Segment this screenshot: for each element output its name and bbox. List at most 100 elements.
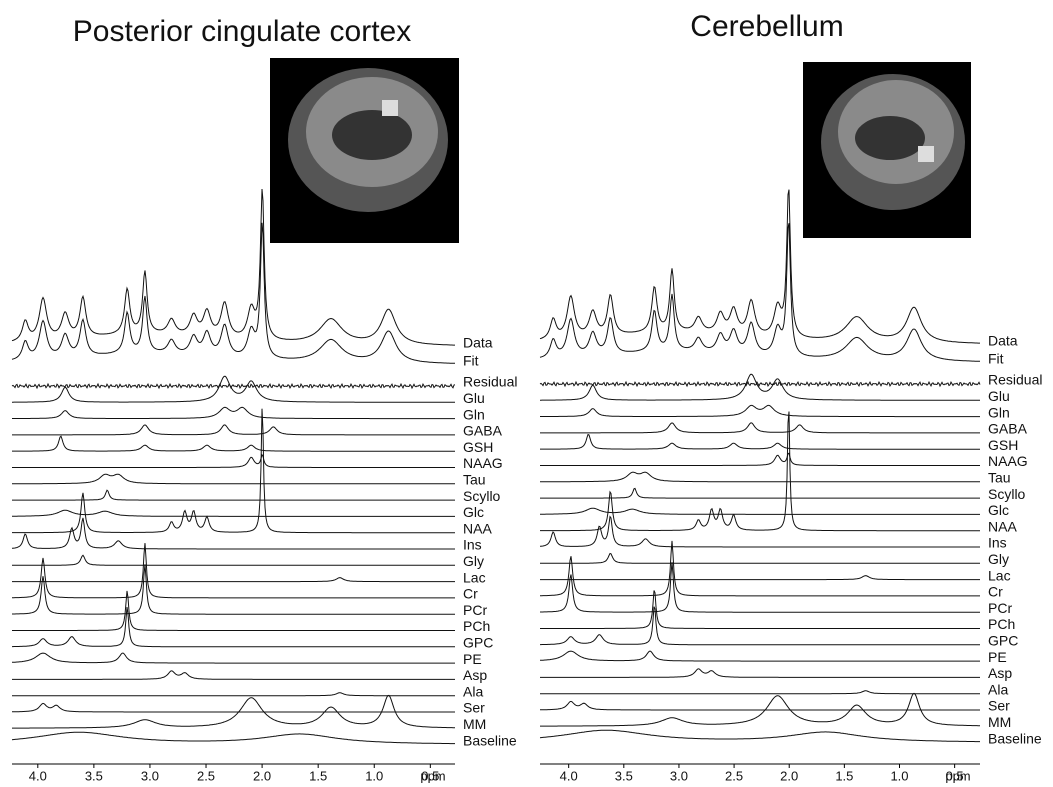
trace-label: Ser [988,698,1010,714]
trace-label: Data [463,335,493,351]
trace-label: PCh [988,616,1015,632]
spectrum-trace [540,452,980,466]
spectrum-trace [540,471,980,483]
trace-label: NAA [463,520,492,536]
spectrum-trace [540,606,980,646]
spectrum-trace [540,433,980,450]
spectrum-trace [12,694,455,729]
x-tick-label: 2.0 [780,768,798,783]
spectrum-trace [540,562,980,613]
spectrum-trace [12,590,455,631]
trace-label: GPC [463,635,493,651]
trace-label: GSH [988,437,1018,453]
trace-label: Scyllo [988,486,1026,502]
trace-label: PE [988,649,1007,665]
trace-label: GABA [463,423,503,439]
trace-label: Lac [463,569,486,585]
spectrum-trace [540,422,980,434]
spectrum-trace [540,650,980,662]
chart-title: Cerebellum [690,10,843,43]
trace-label: Tau [463,472,486,488]
spectrum-trace [540,692,980,727]
spectrum-trace [11,731,455,745]
trace-label: MM [988,714,1011,730]
spectrum-trace [540,411,980,532]
spectrum-trace [540,575,980,581]
x-tick-label: 2.5 [197,768,215,783]
trace-label: Gln [988,404,1010,420]
spectrum-trace [12,509,455,517]
spectrum-trace [539,380,981,388]
spectrum-trace [12,692,455,697]
trace-label: Ser [463,700,485,716]
trace-label: MM [463,716,486,732]
trace-label: Ala [463,683,483,699]
x-tick-label: 0.5 [421,768,439,783]
trace-label: Asp [988,665,1012,681]
x-tick-label: 0.5 [946,768,964,783]
trace-label: Glu [463,390,485,406]
spectrum-trace [11,517,455,550]
x-tick-label: 1.0 [890,768,908,783]
x-tick-label: 3.5 [85,768,103,783]
x-tick-label: 3.0 [141,768,159,783]
trace-label: NAA [988,518,1017,534]
spectrum-trace [540,690,980,695]
trace-label: GSH [463,439,493,455]
mri-image [270,58,459,243]
trace-label: Cr [463,586,478,602]
trace-label: Residual [463,374,517,390]
trace-label: Gln [463,406,485,422]
spectrum-trace [12,453,455,468]
spectrum-trace [540,540,980,597]
trace-label: PCh [463,618,490,634]
trace-label: Ins [988,535,1007,551]
spectrum-trace [12,424,455,436]
trace-label: PE [463,651,482,667]
spectrum-trace [12,473,455,485]
spectrum-trace [540,404,980,418]
spectrum-trace [12,554,455,566]
chart-title: Posterior cingulate cortex [73,15,412,48]
spectrum-trace [11,188,455,346]
trace-label: NAAG [463,455,503,471]
trace-label: Gly [463,553,484,569]
spectrum-trace [12,564,455,615]
trace-label: Data [988,333,1018,349]
spectrum-trace [540,552,980,564]
trace-label: Glc [463,504,484,520]
trace-label: Cr [988,584,1003,600]
spectrum-trace [12,702,455,713]
trace-label: Fit [463,353,479,369]
trace-label: Fit [988,351,1004,367]
trace-label: Glu [988,388,1010,404]
trace-label: PCr [463,602,487,618]
trace-label: Gly [988,551,1009,567]
spectrum-trace [539,729,980,743]
trace-label: Baseline [988,730,1042,746]
x-tick-label: 3.0 [670,768,688,783]
spectrum-trace [12,408,455,534]
trace-label: Ala [988,681,1008,697]
x-tick-label: 2.5 [725,768,743,783]
spectrum-trace [540,507,980,515]
spectrum-trace [539,189,980,344]
spectrum-trace [540,590,980,629]
trace-label: Ins [463,537,482,553]
spectrum-trace [12,607,455,648]
spectrum-trace [12,652,455,664]
spectrum-trace [12,670,455,680]
x-tick-label: 1.5 [309,768,327,783]
x-axis-label: ppm [945,768,970,783]
spectrum-trace [540,668,980,678]
mri-image [803,62,971,238]
spectrum-trace [12,406,455,420]
spectrum-trace [12,375,455,403]
spectrum-trace [540,700,980,711]
trace-label: NAAG [988,453,1028,469]
x-tick-label: 3.5 [615,768,633,783]
spectrum-trace [11,382,456,390]
spectrum-trace [539,223,980,362]
trace-label: PCr [988,600,1012,616]
